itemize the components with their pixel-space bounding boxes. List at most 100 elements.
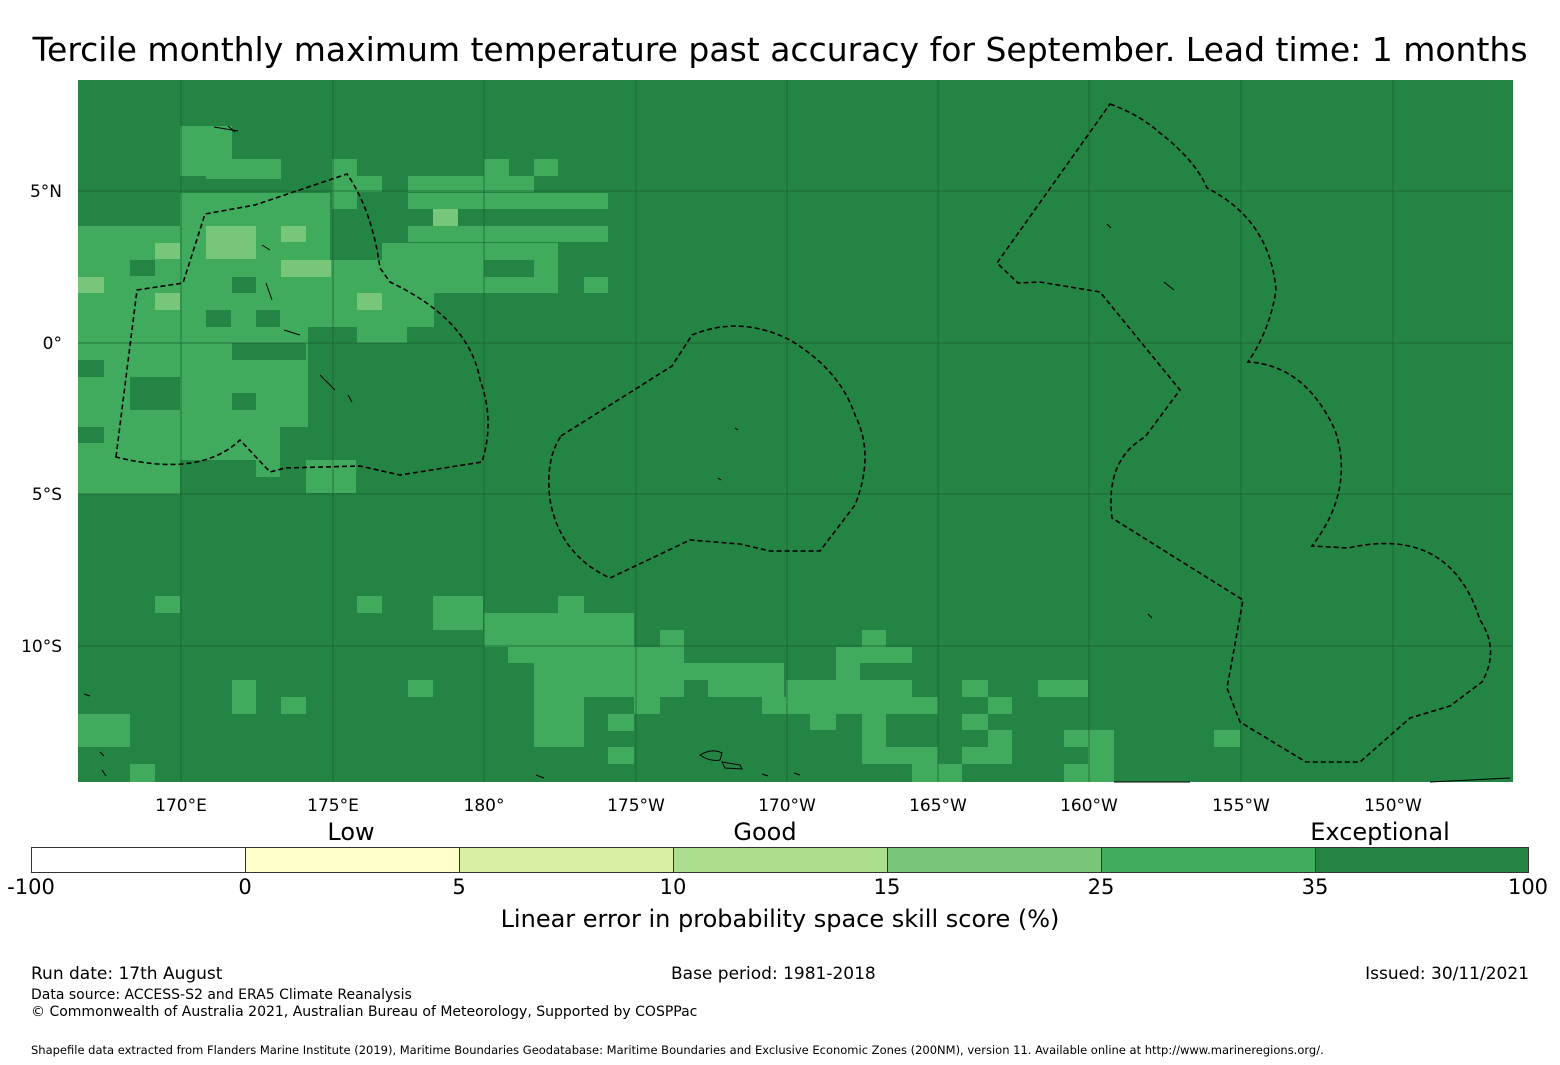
skill-cell <box>408 226 608 242</box>
skill-cell <box>962 680 988 697</box>
skill-cell <box>232 343 306 360</box>
colorbar-tick: -100 <box>7 875 55 899</box>
colorbar-tick: 25 <box>1087 875 1115 899</box>
skill-cell <box>232 277 256 293</box>
skill-cell <box>608 714 634 731</box>
skill-cell <box>912 764 962 782</box>
skill-cell <box>206 159 281 179</box>
skill-cell <box>1088 747 1114 782</box>
lat-tick-label: 5°S <box>32 485 62 505</box>
colorbar-segment <box>1315 847 1529 873</box>
base-period: Base period: 1981-2018 <box>671 964 876 984</box>
skill-cell <box>155 293 180 310</box>
skill-cell <box>232 393 256 410</box>
skill-cell <box>78 714 130 747</box>
skill-cell <box>357 327 407 343</box>
skill-cell <box>962 747 988 764</box>
skill-cell <box>484 260 534 277</box>
skill-cell <box>1038 680 1088 697</box>
copyright: © Commonwealth of Australia 2021, Austra… <box>31 1004 698 1020</box>
skill-cell <box>862 747 938 764</box>
skill-cell <box>962 714 988 730</box>
lat-tick-label: 0° <box>43 334 62 354</box>
skill-cell <box>78 360 104 377</box>
skill-cell <box>408 209 432 226</box>
lon-tick-label: 155°W <box>1212 796 1270 816</box>
run-date: Run date: 17th August <box>31 964 223 984</box>
issued-date: Issued: 30/11/2021 <box>1365 964 1529 984</box>
colorbar-tick: 35 <box>1301 875 1329 899</box>
island-mark <box>213 125 239 133</box>
data-source: Data source: ACCESS-S2 and ERA5 Climate … <box>31 987 412 1003</box>
skill-cell <box>332 176 382 192</box>
colorbar-tick: 10 <box>659 875 687 899</box>
skill-cell <box>508 647 684 663</box>
skill-cell <box>634 697 660 714</box>
colorbar-segment <box>1101 847 1316 873</box>
skill-cell <box>256 310 280 327</box>
skill-cell <box>206 310 231 327</box>
skill-cell <box>684 680 708 697</box>
map-title: Tercile monthly maximum temperature past… <box>32 30 1528 69</box>
island-mark <box>1114 777 1511 783</box>
skill-cell <box>988 730 1012 764</box>
colorbar-category-exceptional: Exceptional <box>1310 818 1450 846</box>
island-mark <box>261 244 353 403</box>
lon-tick-label: 170°E <box>155 796 207 816</box>
skill-cell <box>433 209 458 226</box>
skill-cell <box>357 293 382 310</box>
colorbar-segment <box>673 847 888 873</box>
skill-cell <box>180 427 280 460</box>
skill-cell <box>155 596 180 613</box>
skill-cell <box>1214 730 1240 747</box>
skill-cell <box>534 663 784 697</box>
skill-cell <box>584 277 608 293</box>
island-mark <box>83 613 1153 779</box>
skill-cell <box>130 764 155 782</box>
skill-cell <box>988 697 1012 714</box>
skill-cell <box>332 209 382 260</box>
skill-cell <box>408 193 608 209</box>
skill-cell <box>130 377 180 410</box>
skill-cell <box>862 630 886 647</box>
skill-cell <box>306 460 356 493</box>
eez-tokelau <box>548 325 866 579</box>
gridlines <box>78 80 1513 782</box>
skill-cell <box>660 630 684 647</box>
lat-tick-label: 10°S <box>21 637 62 657</box>
lon-tick-label: 160°W <box>1060 796 1118 816</box>
colorbar-category-good: Good <box>733 818 797 846</box>
lon-tick-label: 175°W <box>607 796 665 816</box>
skill-cell <box>484 613 634 647</box>
skill-cell <box>810 714 836 730</box>
coastlines <box>83 125 1511 783</box>
skill-cell <box>836 663 860 680</box>
skill-cell <box>232 680 256 714</box>
skill-cell <box>408 176 534 192</box>
skill-cell <box>180 327 308 427</box>
colorbar-tick: 5 <box>452 875 466 899</box>
island-samoa <box>699 750 743 770</box>
skill-cell <box>1064 764 1088 782</box>
colorbar-title: Linear error in probability space skill … <box>500 905 1060 933</box>
colorbar-segment <box>245 847 460 873</box>
map-background <box>78 80 1513 782</box>
skill-cell <box>433 596 483 630</box>
lon-tick-label: 170°W <box>758 796 816 816</box>
skill-cell <box>912 697 938 714</box>
lon-tick-label: 180° <box>464 796 505 816</box>
skill-cell <box>762 697 786 714</box>
skill-cell <box>206 226 256 259</box>
skill-cell <box>281 226 306 242</box>
lon-tick-label: 165°W <box>909 796 967 816</box>
skill-cell <box>281 697 306 714</box>
island-mark <box>717 223 1175 481</box>
skill-cell <box>534 159 558 176</box>
skill-cell <box>608 747 634 764</box>
skill-cell <box>558 596 584 613</box>
lon-tick-label: 175°E <box>307 796 359 816</box>
colorbar-tick: 100 <box>1507 875 1549 899</box>
skill-cell <box>256 460 280 477</box>
lon-tick-label: 150°W <box>1364 796 1422 816</box>
shapefile-credit: Shapefile data extracted from Flanders M… <box>31 1043 1324 1057</box>
